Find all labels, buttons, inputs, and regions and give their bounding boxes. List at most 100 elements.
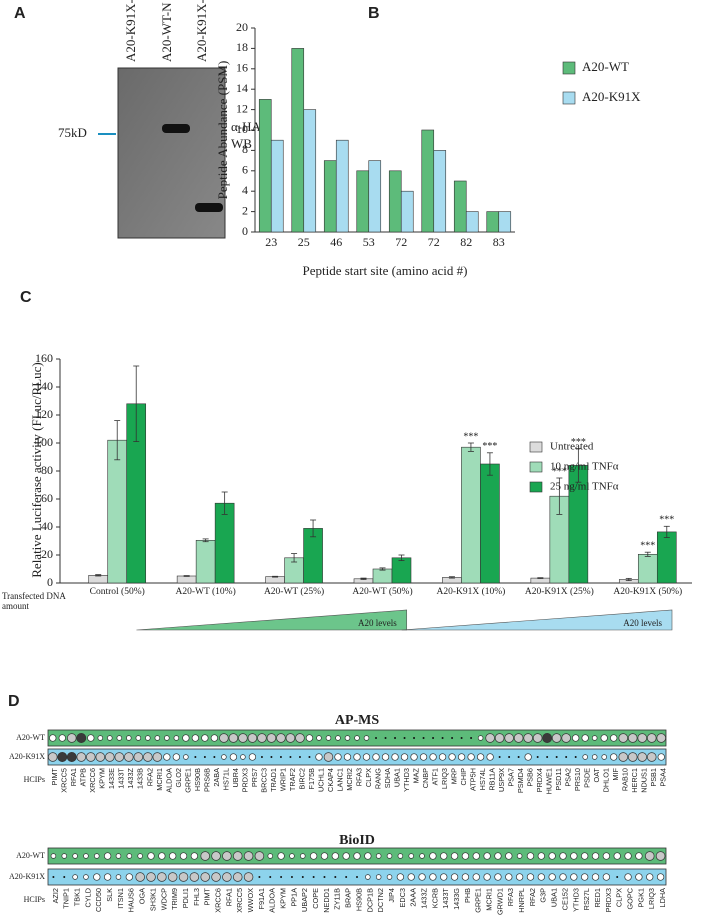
dot xyxy=(400,753,409,761)
protein-label: OAT xyxy=(592,767,601,782)
dot xyxy=(440,873,448,881)
dot xyxy=(656,733,666,743)
dot xyxy=(410,753,418,761)
dot xyxy=(600,734,608,742)
protein-label: UBA1 xyxy=(392,768,401,787)
dot xyxy=(559,852,567,860)
x-tick-label: 25 xyxy=(298,235,310,249)
dot xyxy=(72,853,78,859)
x-note: amount xyxy=(2,601,29,611)
protein-label: PSDE xyxy=(583,768,592,788)
y-tick-label: 8 xyxy=(242,142,248,156)
protein-label: ALDOA xyxy=(164,768,173,793)
dot xyxy=(66,752,77,762)
dot xyxy=(548,873,556,881)
dot xyxy=(50,853,57,859)
protein-label: CHIP xyxy=(459,768,468,786)
y-tick-label: 80 xyxy=(41,463,53,477)
dot xyxy=(618,752,628,762)
dot xyxy=(125,873,133,881)
dot xyxy=(143,752,153,762)
dot xyxy=(477,735,484,741)
protein-label: FHL3 xyxy=(192,888,201,906)
protein-label: RFA3 xyxy=(506,888,515,906)
dot xyxy=(173,735,180,741)
protein-label: PSD11 xyxy=(554,768,563,791)
dot xyxy=(470,737,473,739)
dot xyxy=(266,733,277,743)
protein-label: ALDOA xyxy=(268,888,277,913)
protein-label: PRDX3 xyxy=(240,768,249,792)
y-tick-label: 6 xyxy=(242,163,248,177)
dot xyxy=(542,733,553,743)
dot xyxy=(107,735,113,741)
protein-label: 1433B xyxy=(136,768,145,789)
error-bar xyxy=(537,577,544,579)
y-tick-label: 0 xyxy=(47,575,53,589)
dot xyxy=(627,733,638,743)
dot xyxy=(115,874,122,880)
dot xyxy=(505,873,513,881)
error-bar xyxy=(310,519,317,538)
dot xyxy=(323,752,334,762)
protein-label: LRIQ3 xyxy=(647,888,656,909)
dot xyxy=(537,873,545,881)
axis-label: HCIPs xyxy=(24,895,45,904)
dot xyxy=(476,753,485,761)
protein-label: SH3K1 xyxy=(148,888,157,911)
dot xyxy=(565,756,568,758)
protein-label: WRIP1 xyxy=(278,768,287,791)
protein-label: PSB6 xyxy=(526,768,535,787)
dot xyxy=(429,852,437,860)
dot xyxy=(222,851,232,861)
significance: *** xyxy=(482,441,497,452)
dot xyxy=(572,734,580,742)
dot xyxy=(613,852,621,860)
dot xyxy=(285,733,296,743)
dot xyxy=(353,753,361,761)
dot xyxy=(200,872,210,882)
x-tick-label: 83 xyxy=(493,235,505,249)
error-bar xyxy=(644,551,651,557)
dot xyxy=(243,872,254,882)
protein-label: HNRPL xyxy=(517,888,526,913)
protein-label: KCRB xyxy=(430,888,439,908)
lane-label: A20-K91X-N xyxy=(194,0,209,62)
dot xyxy=(591,754,598,760)
protein-label: USP9X xyxy=(497,768,506,792)
dot xyxy=(258,876,261,878)
blot-band xyxy=(195,203,223,212)
dot xyxy=(248,753,257,761)
protein-label: PSA7 xyxy=(507,768,516,787)
dot xyxy=(229,753,238,761)
significance: *** xyxy=(552,466,567,477)
dot xyxy=(277,852,285,860)
bar xyxy=(391,557,412,584)
y-tick-label: 0 xyxy=(242,224,248,238)
dot xyxy=(637,733,647,743)
x-tick-label: Control (50%) xyxy=(90,586,145,597)
protein-label: EDC3 xyxy=(398,888,407,907)
bar xyxy=(498,211,512,233)
dot xyxy=(616,876,619,878)
dot xyxy=(67,733,77,743)
dot xyxy=(574,756,577,758)
protein-label: YTHD3 xyxy=(571,888,580,912)
protein-label: HS74L xyxy=(478,768,487,790)
dot xyxy=(103,852,112,860)
protein-label: WDCP xyxy=(159,888,168,910)
protein-label: MCRI1 xyxy=(155,768,164,791)
axis-label: HCIPs xyxy=(24,775,45,784)
dot xyxy=(116,735,123,741)
x-note: Transfected DNA xyxy=(2,591,66,601)
dot xyxy=(646,752,657,762)
dot xyxy=(516,853,523,859)
dot xyxy=(267,853,274,859)
protein-label: SDHA xyxy=(383,768,392,788)
protein-label: RED1 xyxy=(593,888,602,907)
protein-label: WWOX xyxy=(246,888,255,912)
dot xyxy=(83,853,89,859)
protein-label: TBK1 xyxy=(73,888,82,906)
dot xyxy=(618,733,628,743)
dot xyxy=(494,873,502,881)
